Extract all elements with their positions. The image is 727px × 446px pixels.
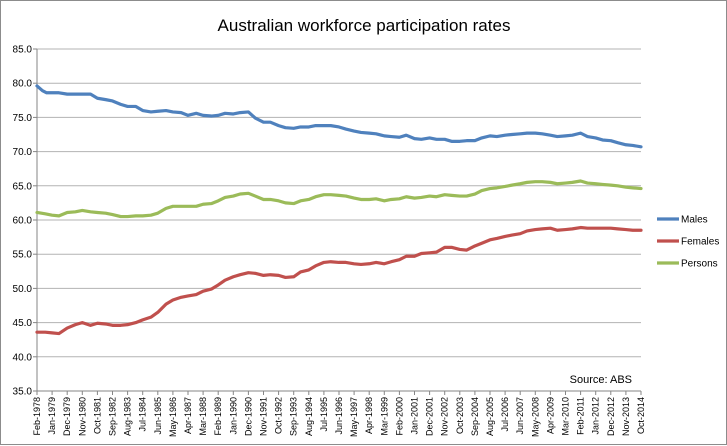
x-tick-label: Feb-2000: [394, 397, 404, 436]
source-note: Source: ABS: [570, 374, 632, 386]
x-tick-labels: Feb-1978 Jan-1979 Dec-1979 Nov-1980 Oct-1981…: [32, 397, 646, 437]
legend-label-persons: Persons: [681, 259, 718, 270]
y-tick-label: 45.0: [13, 318, 33, 329]
y-tick-label: 50.0: [13, 284, 33, 295]
x-tick-label: Aug-1983: [123, 397, 133, 436]
x-tick-label: Jan-1990: [228, 397, 238, 435]
x-tick-label: Mar-1999: [379, 397, 389, 436]
x-tick-label: Sep-2004: [470, 397, 480, 436]
x-tick-label: Nov-2002: [440, 397, 450, 436]
x-tick-label: Apr-2009: [545, 397, 555, 434]
x-tick-label: Jun-1996: [334, 397, 344, 435]
legend-label-males: Males: [681, 215, 708, 226]
x-tick-label: May-1997: [349, 397, 359, 437]
x-tick-label: Apr-1998: [364, 397, 374, 434]
x-tick-label: Nov-2013: [621, 397, 631, 436]
y-tick-label: 65.0: [13, 181, 33, 192]
x-tick-label: Feb-2011: [576, 397, 586, 435]
x-tick-label: Dec-1990: [243, 397, 253, 436]
series-line-males: [35, 84, 643, 149]
x-tick-label: Dec-2012: [606, 397, 616, 436]
x-tick-label: Jan-2001: [410, 397, 420, 435]
x-tick-label: Aug-2005: [485, 397, 495, 436]
chart-title: Australian workforce participation rates: [218, 16, 511, 35]
x-tick-label: May-1986: [168, 397, 178, 437]
y-tick-label: 55.0: [13, 250, 33, 261]
x-tick-label: Jul-2006: [500, 397, 510, 432]
x-tick-label: Jan-2012: [591, 397, 601, 435]
x-tick-label: Oct-2003: [455, 397, 465, 434]
x-tick-label: Feb-1978: [32, 397, 42, 436]
x-tick-label: Dec-1979: [62, 397, 72, 436]
series-lines: [35, 84, 643, 336]
y-tick-label: 60.0: [13, 216, 33, 227]
y-tick-label: 40.0: [13, 352, 33, 363]
x-tick-label: May-2008: [530, 397, 540, 437]
y-tick-label: 85.0: [13, 45, 33, 56]
x-tick-label: Mar-2010: [561, 397, 571, 436]
x-tick-label: Nov-1980: [77, 397, 87, 436]
y-tick-label: 70.0: [13, 147, 33, 158]
y-tick-label: 75.0: [13, 113, 33, 124]
legend-label-females: Females: [681, 237, 719, 248]
x-tick-label: Oct-2014: [636, 397, 646, 434]
x-tick-label: Jun-2007: [515, 397, 525, 435]
x-tick-label: Apr-1987: [183, 397, 193, 434]
x-tick-label: Sep-1993: [289, 397, 299, 436]
y-tick-labels: 35.0 40.0 45.0 50.0 55.0 60.0 65.0 70.0 75.0 80.0…: [13, 45, 33, 398]
series-line-persons: [35, 179, 643, 219]
y-tick-label: 80.0: [13, 79, 33, 90]
x-tick-label: Dec-2001: [425, 397, 435, 436]
x-tick-label: Oct-1981: [92, 397, 102, 434]
x-tick-label: Nov-1991: [259, 397, 269, 436]
x-tick-label: Sep-1982: [108, 397, 118, 436]
x-tick-label: Jul-1995: [319, 397, 329, 432]
x-tick-label: Jun-1985: [153, 397, 163, 435]
legend: Males Females Persons: [657, 215, 719, 270]
y-tick-label: 35.0: [13, 387, 33, 398]
x-tick-label: Aug-1994: [304, 397, 314, 436]
x-tick-label: Jul-1984: [138, 397, 148, 432]
x-tick-label: Oct-1992: [274, 397, 284, 434]
x-tick-label: Mar-1988: [198, 397, 208, 436]
x-tick-label: Jan-1979: [47, 397, 57, 435]
x-tick-label: Feb-1989: [213, 397, 223, 436]
axes: [33, 48, 642, 395]
series-line-females: [35, 225, 643, 336]
